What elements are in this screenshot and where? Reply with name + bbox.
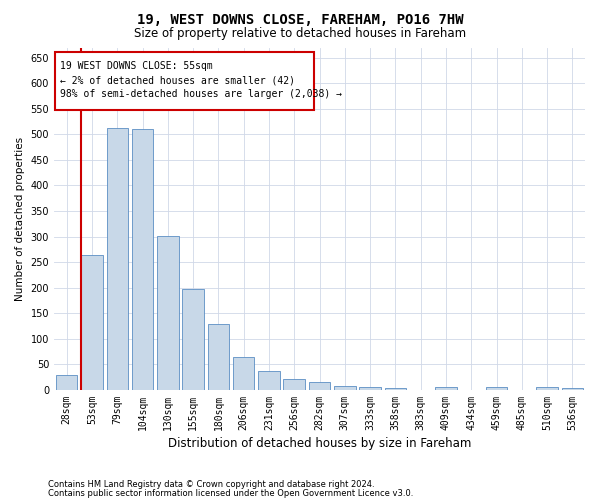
Bar (81, 254, 103, 390)
Bar (334, 386, 356, 390)
Bar (309, 382, 330, 390)
Bar (359, 388, 381, 390)
Bar (132, 130, 153, 390)
Bar (233, 356, 254, 390)
Bar (435, 388, 457, 390)
Text: Size of property relative to detached houses in Fareham: Size of property relative to detached ho… (134, 28, 466, 40)
Bar (56, 374, 77, 390)
Text: Contains public sector information licensed under the Open Government Licence v3: Contains public sector information licen… (48, 489, 413, 498)
Y-axis label: Number of detached properties: Number of detached properties (15, 136, 25, 301)
Bar (258, 370, 280, 390)
Text: 19, WEST DOWNS CLOSE, FAREHAM, PO16 7HW: 19, WEST DOWNS CLOSE, FAREHAM, PO16 7HW (137, 12, 463, 26)
Text: 98% of semi-detached houses are larger (2,038) →: 98% of semi-detached houses are larger (… (61, 90, 343, 100)
X-axis label: Distribution of detached houses by size in Fareham: Distribution of detached houses by size … (168, 437, 471, 450)
Bar (107, 128, 128, 390)
Text: Contains HM Land Registry data © Crown copyright and database right 2024.: Contains HM Land Registry data © Crown c… (48, 480, 374, 489)
Bar (562, 388, 583, 390)
Bar (182, 290, 204, 390)
Bar (385, 388, 406, 390)
Bar (283, 378, 305, 390)
Text: 19 WEST DOWNS CLOSE: 55sqm: 19 WEST DOWNS CLOSE: 55sqm (61, 61, 213, 71)
Bar (536, 388, 558, 390)
Text: ← 2% of detached houses are smaller (42): ← 2% of detached houses are smaller (42) (61, 75, 295, 85)
Bar (208, 324, 229, 390)
FancyBboxPatch shape (55, 52, 314, 110)
Bar (157, 236, 179, 390)
Bar (486, 388, 507, 390)
